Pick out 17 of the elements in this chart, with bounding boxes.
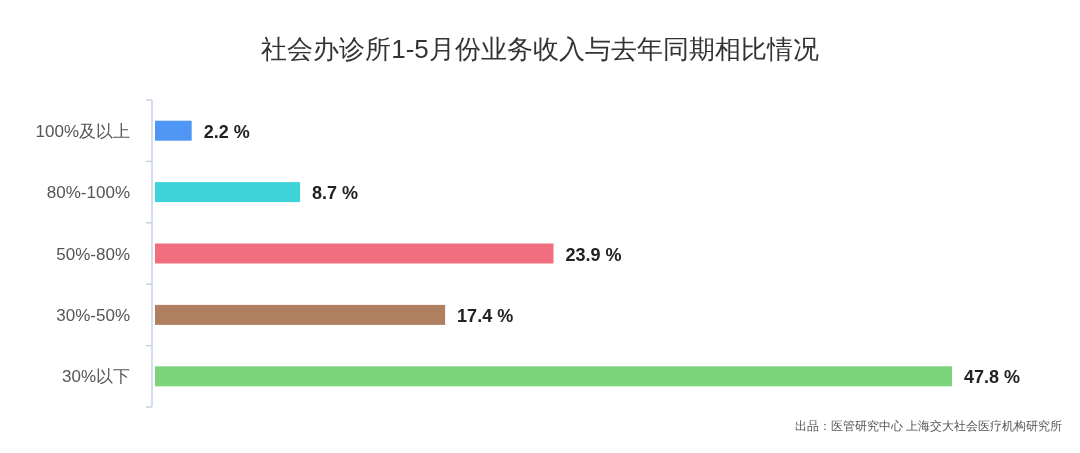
bar [155,304,446,325]
y-tick-label: 50%-80% [56,244,130,264]
y-tick-label: 80%-100% [46,183,130,203]
y-tick-label: 30%-50% [56,305,130,325]
chart-title: 社会办诊所1-5月份业务收入与去年同期相比情况 [261,34,819,64]
bar [155,182,301,203]
bar [155,366,952,387]
bar [155,243,554,264]
data-label: 8.7 % [312,183,359,204]
text: 出品：医管研究中心 上海交大社会医疗机构研究所 [794,419,1062,433]
y-tick-label: 100%及以上 [35,121,130,141]
data-label: 23.9 % [565,244,622,265]
bar [155,120,192,141]
data-label: 47.8 % [964,367,1021,388]
y-tick-label: 30%以下 [61,367,130,387]
data-label: 2.2 % [203,121,250,142]
data-label: 17.4 % [457,305,514,326]
